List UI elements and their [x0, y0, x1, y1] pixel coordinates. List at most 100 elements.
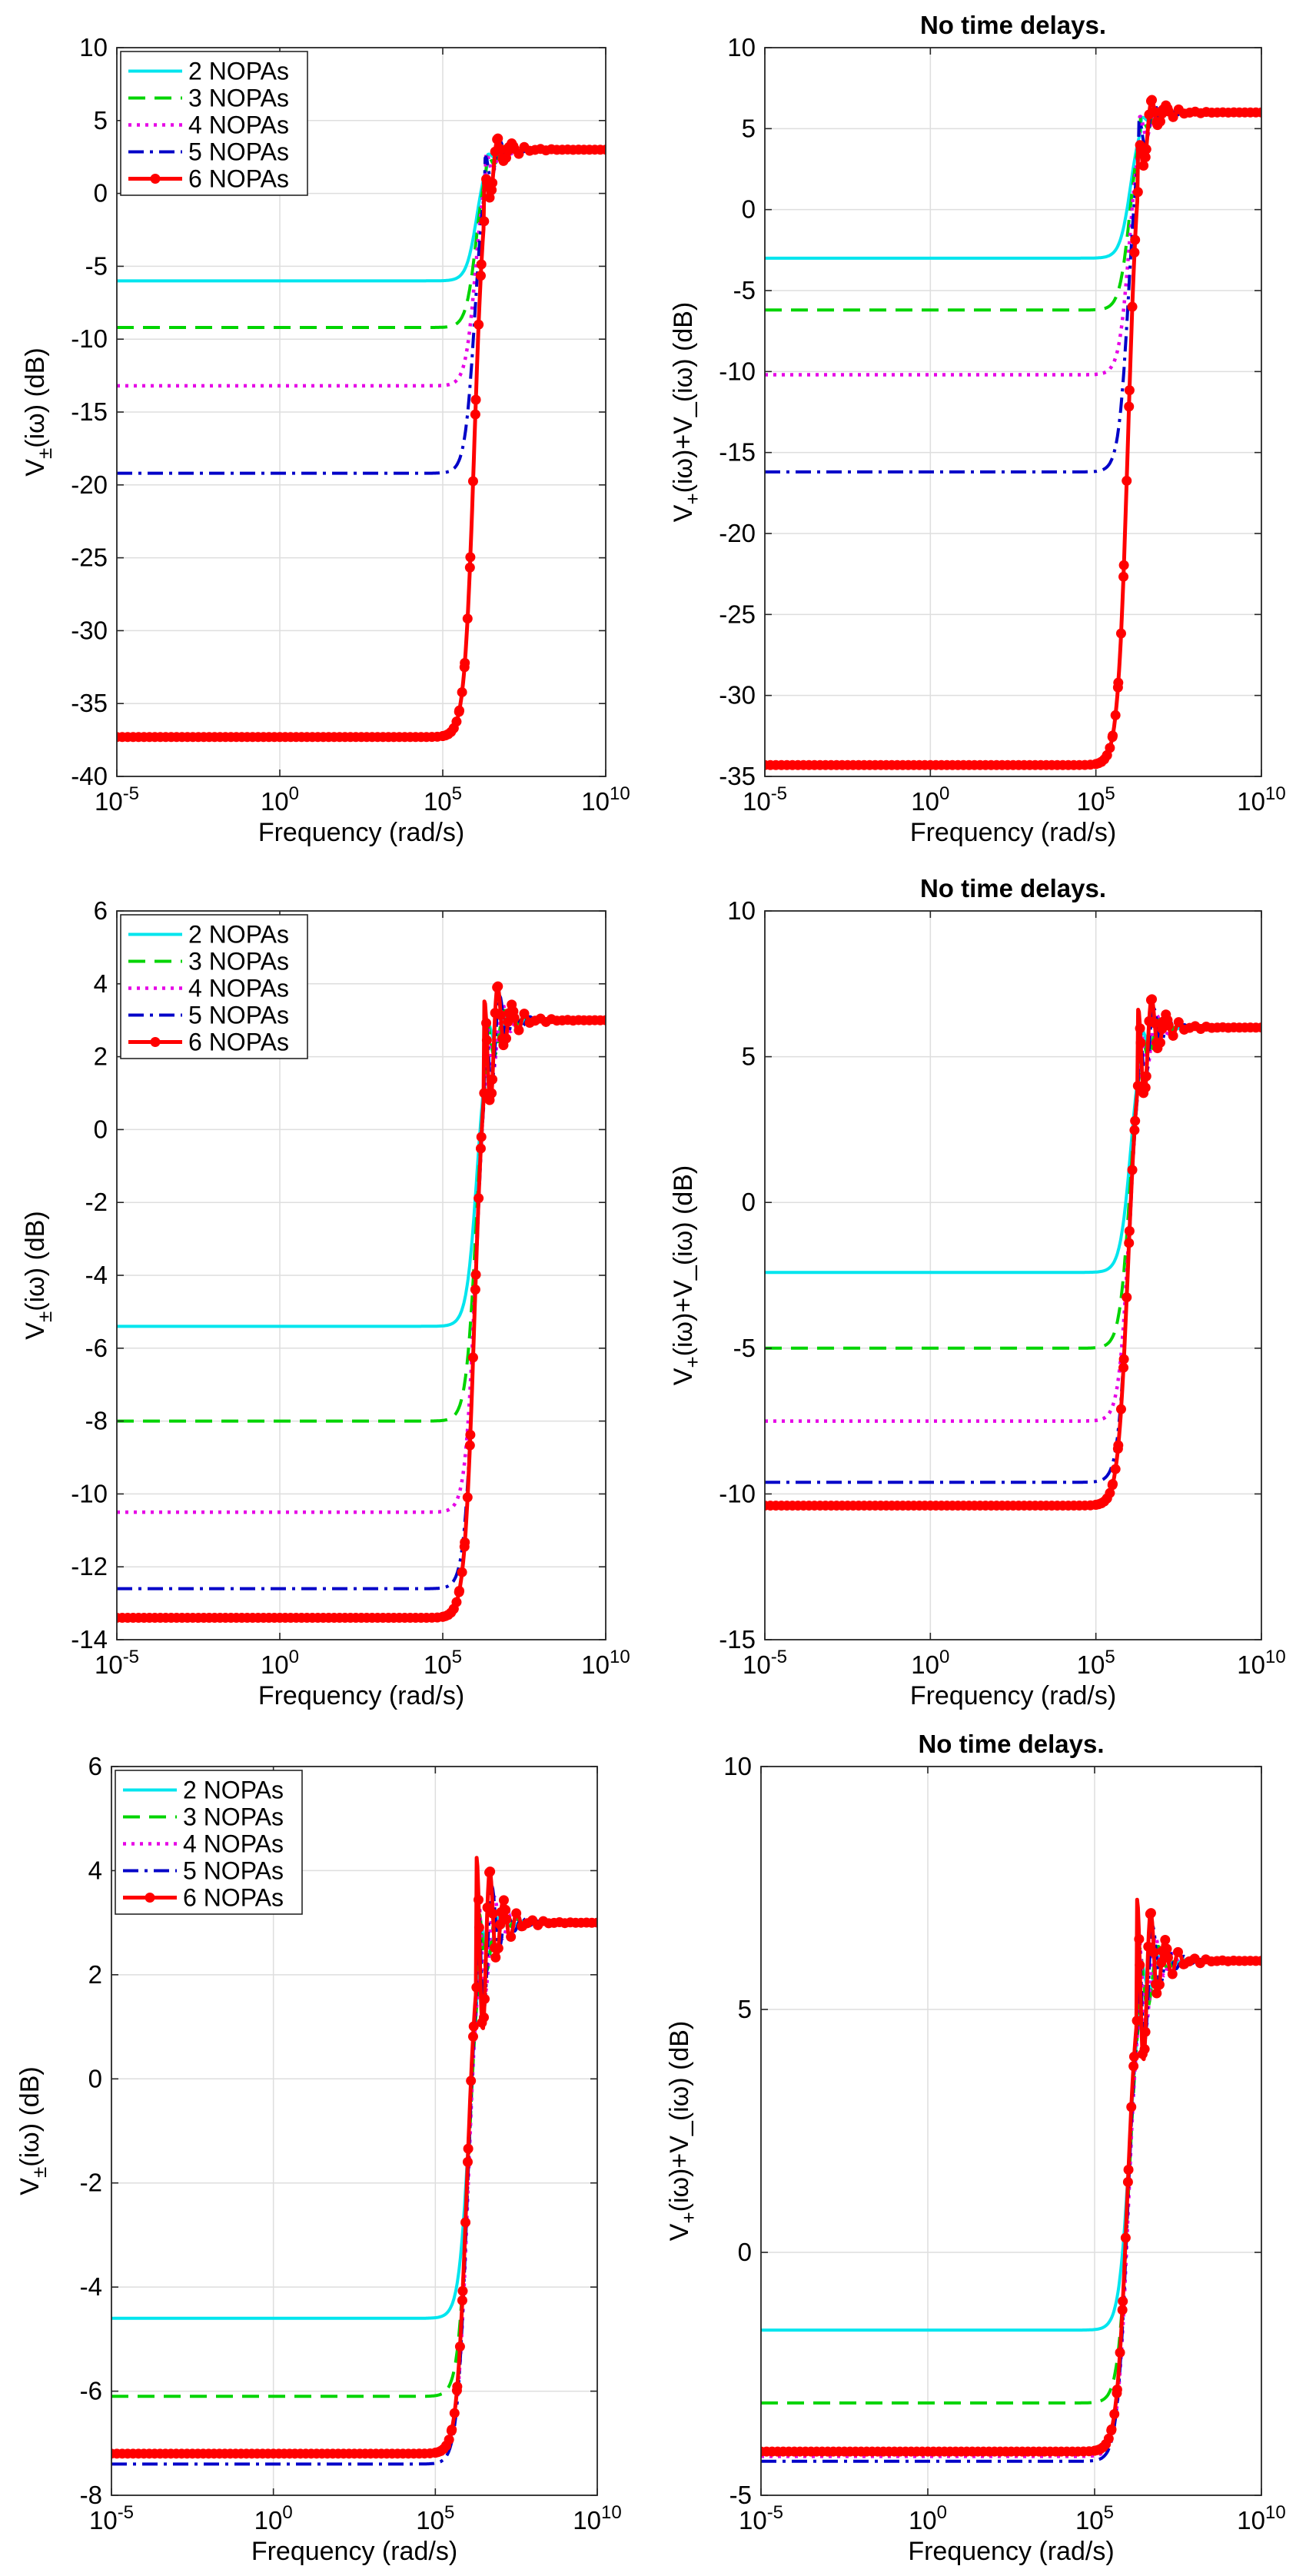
data-point [1118, 1354, 1129, 1364]
data-point [462, 2156, 473, 2167]
legend-label: 6 NOPAs [188, 1029, 289, 1056]
data-point [1157, 1946, 1168, 1956]
data-point [470, 409, 480, 420]
data-point [457, 1567, 467, 1577]
y-tick-label: -4 [85, 1261, 108, 1289]
data-point [592, 1917, 597, 1928]
data-point [498, 1895, 509, 1906]
series-line-3-nopas [117, 145, 606, 329]
x-tick-label: 10-5 [89, 2502, 134, 2534]
y-tick-label: 10 [727, 896, 756, 925]
data-point [1122, 475, 1132, 486]
data-point [1129, 247, 1140, 258]
data-point [1124, 1225, 1135, 1236]
y-axis-label: V+(iω)+V_(iω) (dB) [669, 1165, 704, 1385]
y-tick-label: -15 [71, 397, 108, 426]
x-tick-label: 100 [911, 1647, 949, 1679]
y-tick-label: -2 [80, 2169, 102, 2197]
data-point [1140, 2026, 1151, 2037]
data-point [460, 2217, 471, 2228]
data-point [1138, 160, 1149, 171]
data-point [1108, 1478, 1118, 1489]
y-tick-label: 6 [88, 1752, 102, 1780]
data-point [1122, 2176, 1133, 2187]
data-point [1161, 1009, 1171, 1020]
series-line-4-nopas [765, 103, 1261, 377]
x-tick-label: 100 [254, 2502, 293, 2534]
data-point [451, 1597, 462, 1607]
data-point [1141, 1071, 1151, 1082]
data-point [468, 2021, 479, 2032]
chart-panel-2: -35 -30 -25 -20 -15 -10 -5 0 5 10 10-5 100 105 1010 Fr… [669, 11, 1286, 847]
data-point [513, 1025, 524, 1035]
data-point [1149, 107, 1160, 118]
data-point [1134, 1933, 1145, 1944]
series-group [765, 994, 1261, 1511]
y-tick-label: -5 [729, 2481, 752, 2509]
y-axis-label: V±(iω) (dB) [21, 347, 56, 476]
legend-marker [145, 1893, 155, 1903]
data-point [493, 1943, 503, 1953]
data-point [487, 178, 498, 188]
data-point [1128, 2061, 1139, 2072]
y-tick-label: -15 [719, 438, 756, 467]
data-point [467, 476, 478, 487]
data-point [1117, 2305, 1128, 2315]
data-point [470, 394, 481, 405]
data-point [1135, 1023, 1145, 1034]
chart-panel-5: -8 -6 -4 -2 0 2 4 6 10-5 100 105 1010 Frequency (rad… [15, 1752, 622, 2566]
data-point [479, 1088, 490, 1099]
data-point [444, 2435, 454, 2445]
x-tick-label: 1010 [1237, 2502, 1285, 2534]
data-point [1110, 1464, 1121, 1474]
data-point [454, 2342, 465, 2352]
x-tick-label: 1010 [573, 2502, 621, 2534]
data-point [1126, 2102, 1137, 2112]
y-tick-label: -10 [71, 324, 108, 353]
data-point [1160, 1934, 1171, 1945]
chart-title: No time delays. [918, 1730, 1104, 1758]
data-point [1118, 1362, 1129, 1373]
y-axis-label: V±(iω) (dB) [21, 1211, 56, 1339]
data-point [1132, 1080, 1143, 1091]
y-tick-label: 4 [88, 1856, 102, 1884]
data-point [1106, 2424, 1117, 2435]
axes-frame [764, 47, 1262, 777]
y-axis-label: V+(iω)+V_(iω) (dB) [669, 302, 704, 522]
data-point [474, 319, 484, 330]
data-point [1129, 1125, 1140, 1135]
legend-marker [150, 174, 161, 184]
series-group [761, 1897, 1261, 2463]
y-tick-label: -15 [719, 1625, 756, 1654]
x-tick-label: 105 [416, 2502, 454, 2534]
plot-area [765, 48, 1261, 776]
data-point [1132, 2016, 1142, 2026]
data-point [465, 1429, 476, 1440]
y-tick-label: 0 [88, 2064, 102, 2092]
data-point [481, 1035, 492, 1045]
x-tick-label: 100 [911, 783, 949, 816]
y-tick-label: 5 [742, 114, 756, 142]
chart-panel-1: -40 -35 -30 -25 -20 -15 -10 -5 0 5 10 10-5 100 105 101… [21, 33, 630, 847]
x-axis-label: Frequency (rad/s) [908, 2537, 1114, 2566]
data-point [477, 2017, 487, 2028]
x-tick-label: 105 [1077, 1647, 1115, 1679]
y-tick-label: 0 [742, 1188, 756, 1216]
y-tick-label: -12 [71, 1552, 108, 1581]
x-tick-label: 1010 [581, 1647, 630, 1679]
series-line-2-nopas [111, 1913, 597, 2320]
data-point [490, 1952, 501, 1963]
x-tick-label: 105 [424, 783, 462, 816]
series-line-4-nopas [765, 1012, 1261, 1423]
x-tick-label: 105 [424, 1647, 462, 1679]
y-tick-label: 10 [723, 1752, 752, 1780]
data-point [1115, 1404, 1126, 1414]
data-point [1124, 385, 1135, 396]
data-point [1130, 234, 1141, 245]
data-point [1256, 1022, 1261, 1033]
data-point [1135, 1038, 1146, 1049]
y-axis-label: V±(iω) (dB) [15, 2066, 51, 2195]
series-line-2-nopas [117, 1013, 606, 1328]
x-tick-label: 105 [1075, 2502, 1114, 2534]
